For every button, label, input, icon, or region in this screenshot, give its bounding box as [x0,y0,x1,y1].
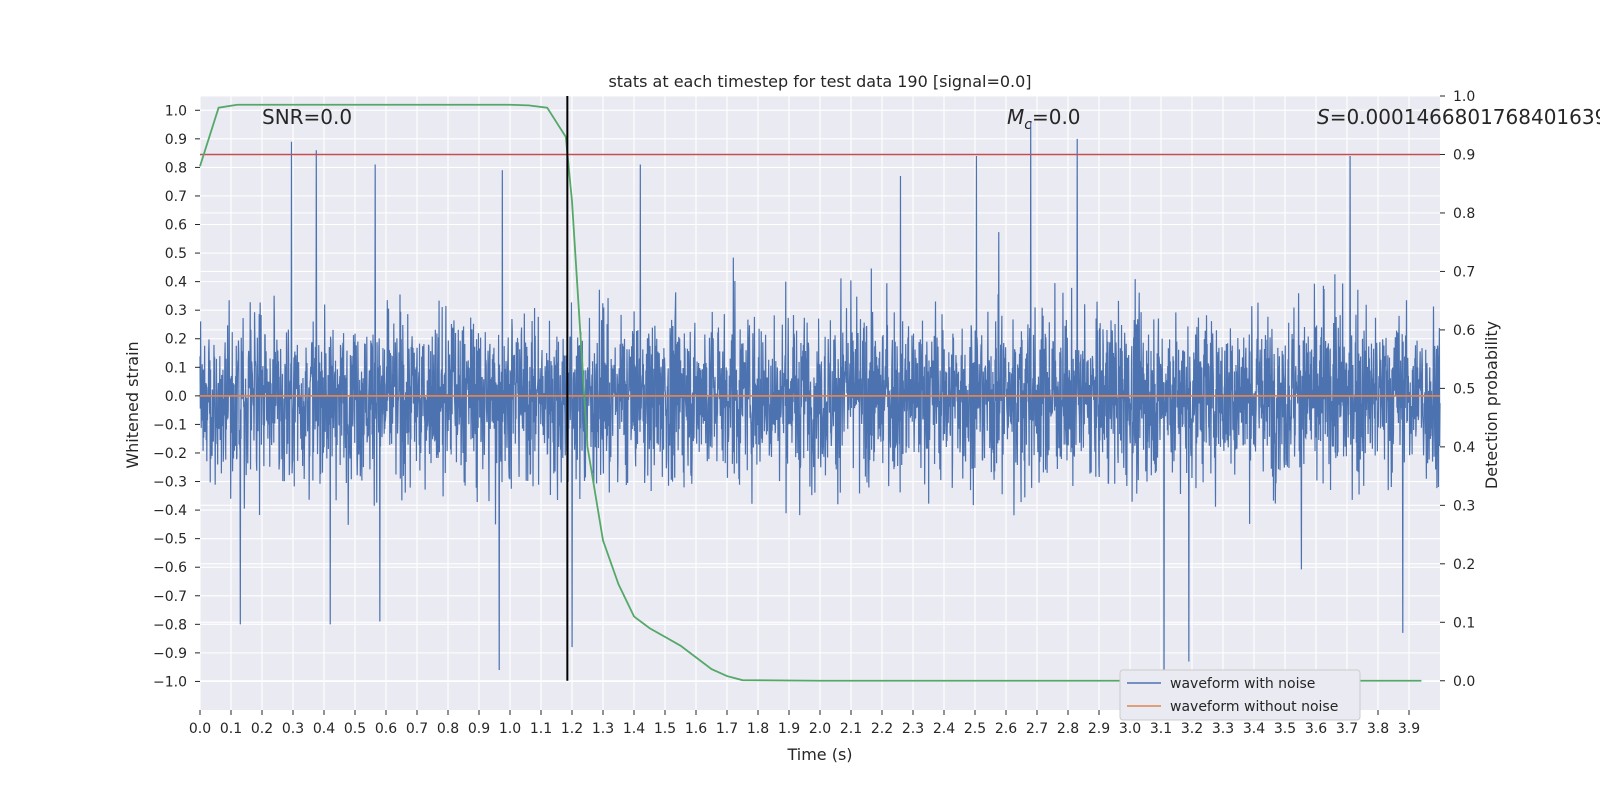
y2-axis-ticks: 1.0 0.9 0.8 0.7 0.6 0.5 0.4 0.3 0.2 0.1 0.0 [1440,89,1475,690]
y-tick-label: 0.6 [165,218,187,234]
y-tick-label: 0.8 [165,160,187,176]
x-tick-label: 1.7 [716,721,738,737]
y2-tick-label: 0.9 [1453,147,1475,163]
chirp-mass-annotation: Mc=0.0 [1007,105,1081,133]
x-tick-label: 1.4 [623,721,645,737]
x-tick-label: 3.9 [1398,721,1420,737]
legend-box [1119,669,1361,721]
x-tick-label: 3.3 [1212,721,1234,737]
x-tick-label: 3.8 [1367,721,1389,737]
chirp-mass-value: =0.0 [1032,105,1081,129]
y2-tick-label: 0.7 [1453,264,1475,280]
y2-tick-label: 0.2 [1453,557,1475,573]
x-tick-label: 3.1 [1150,721,1172,737]
x-tick-label: 0.3 [282,721,304,737]
legend-label-waveform-with-noise: waveform with noise [1170,676,1315,692]
y2-tick-label: 0.8 [1453,206,1475,222]
y-tick-label: −0.6 [153,560,187,576]
s-symbol: S [1317,105,1330,129]
x-tick-label: 3.5 [1274,721,1296,737]
y-tick-label: −0.8 [153,617,187,633]
y2-tick-label: 0.0 [1453,674,1475,690]
x-tick-label: 1.2 [561,721,583,737]
y-tick-label: 0.3 [165,303,187,319]
x-tick-label: 2.8 [1057,721,1079,737]
x-tick-label: 0.8 [437,721,459,737]
y-axis-ticks: 1.0 0.9 0.8 0.7 0.6 0.5 0.4 0.3 0.2 0.1 0.0 −0.1 −0.… [153,103,200,690]
x-tick-label: 3.2 [1181,721,1203,737]
y-tick-label: 1.0 [165,103,187,119]
y-axis-label: Whitened strain [123,341,142,468]
x-tick-label: 0.4 [313,721,335,737]
chart-title: stats at each timestep for test data 190… [608,72,1031,91]
series-waveform-with-noise [199,121,1441,696]
y2-tick-label: 0.6 [1453,323,1475,339]
x-tick-label: 0.9 [468,721,490,737]
y-tick-label: −0.9 [153,646,187,662]
x-tick-label: 1.5 [654,721,676,737]
series-detection-probability [199,103,1422,682]
y-tick-label: −0.2 [153,446,187,462]
y2-axis-label: Detection probability [1482,321,1501,489]
x-tick-label: 2.3 [902,721,924,737]
x-axis-ticks: 0.0 0.1 0.2 0.3 0.4 0.5 0.6 0.7 0.8 0.9 1.0 1.1 1.2 1… [189,710,1420,737]
y2-tick-label: 0.4 [1453,440,1475,456]
y2-tick-label: 0.1 [1453,615,1475,631]
x-tick-label: 2.9 [1088,721,1110,737]
x-tick-label: 0.5 [344,721,366,737]
x-tick-label: 3.7 [1336,721,1358,737]
s-value: =0.00014668017684016395 [1330,105,1600,129]
y-tick-label: 0.0 [165,389,187,405]
x-tick-label: 3.0 [1119,721,1141,737]
chirp-mass-subscript: c [1024,117,1032,133]
snr-annotation: SNR=0.0 [262,105,352,129]
y-tick-label: −1.0 [153,674,187,690]
y-tick-label: 0.4 [165,275,187,291]
x-tick-label: 1.3 [592,721,614,737]
legend-label-waveform-without-noise: waveform without noise [1170,699,1338,715]
y-tick-label: 0.7 [165,189,187,205]
x-tick-label: 1.9 [778,721,800,737]
y-tick-label: −0.5 [153,532,187,548]
y-tick-label: 0.1 [165,360,187,376]
y-tick-label: −0.7 [153,589,187,605]
x-tick-label: 1.0 [499,721,521,737]
x-tick-label: 2.6 [995,721,1017,737]
x-tick-label: 2.4 [933,721,955,737]
x-tick-label: 2.2 [871,721,893,737]
y-tick-label: 0.9 [165,132,187,148]
y-tick-label: 0.5 [165,246,187,262]
noise-trace [199,121,1441,696]
x-tick-label: 0.0 [189,721,211,737]
y-tick-label: −0.1 [153,417,187,433]
x-tick-label: 2.1 [840,721,862,737]
x-tick-label: 0.1 [220,721,242,737]
x-tick-label: 1.8 [747,721,769,737]
x-tick-label: 2.5 [964,721,986,737]
y-tick-label: −0.3 [153,475,187,491]
legend: waveform with noise waveform without noi… [1119,669,1361,721]
x-axis-label: Time (s) [786,745,852,764]
x-tick-label: 3.6 [1305,721,1327,737]
x-tick-label: 2.7 [1026,721,1048,737]
x-tick-label: 2.0 [809,721,831,737]
x-tick-label: 1.1 [530,721,552,737]
y2-tick-label: 1.0 [1453,89,1475,105]
x-tick-label: 0.2 [251,721,273,737]
y2-tick-label: 0.5 [1453,381,1475,397]
y-tick-label: 0.2 [165,332,187,348]
s-annotation: S=0.00014668017684016395 [1317,105,1600,129]
x-tick-label: 0.6 [375,721,397,737]
x-tick-label: 0.7 [406,721,428,737]
y2-tick-label: 0.3 [1453,498,1475,514]
chirp-mass-symbol: M [1007,105,1024,129]
x-tick-label: 3.4 [1243,721,1265,737]
y-tick-label: −0.4 [153,503,187,519]
x-tick-label: 1.6 [685,721,707,737]
